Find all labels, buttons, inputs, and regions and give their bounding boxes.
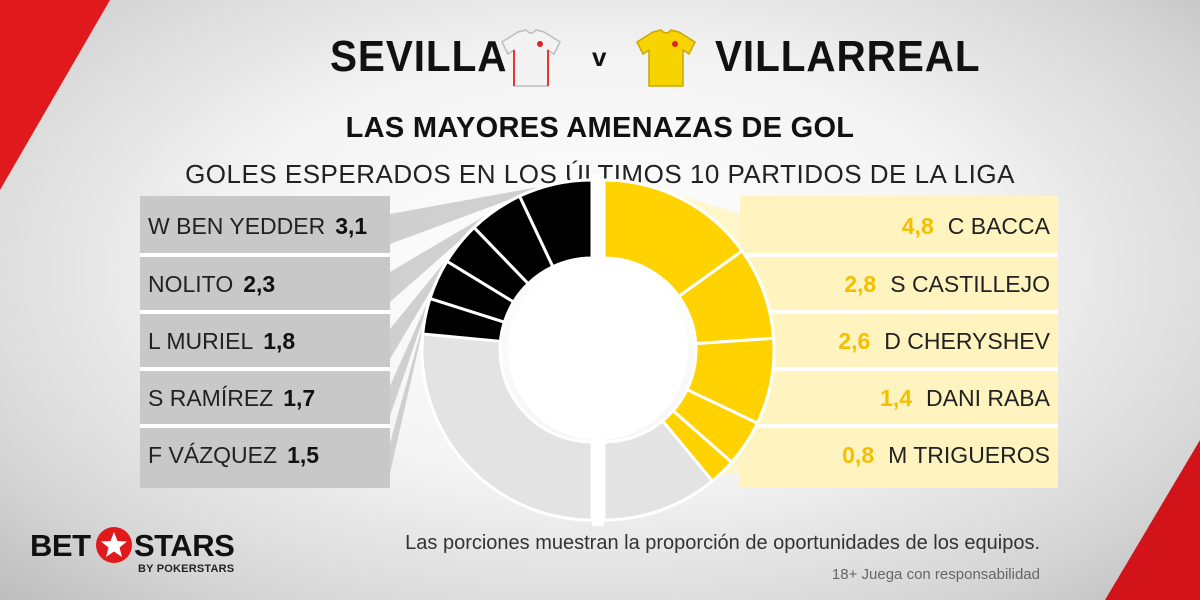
player-name: W BEN YEDDER [148, 212, 326, 239]
player-name: C BACCA [947, 212, 1050, 239]
chart-title: LAS MAYORES AMENAZAS DE GOL [345, 112, 855, 144]
sevilla-player-row: F VÁZQUEZ 1,5 [148, 429, 378, 481]
player-name: L MURIEL [148, 327, 254, 354]
white-shirt-icon [501, 29, 561, 87]
player-xg-value: 1,8 [263, 327, 296, 354]
donut-center-gap [592, 174, 604, 526]
corner-decoration [1105, 440, 1200, 600]
villarreal-player-row: 2,6 D CHERYSHEV [760, 315, 1050, 367]
footnote: Las porciones muestran la proporción de … [405, 532, 1040, 554]
sevilla-player-row: W BEN YEDDER 3,1 [148, 200, 378, 252]
player-xg-value: 3,1 [335, 212, 368, 239]
sevilla-player-row: S RAMÍREZ 1,7 [148, 372, 378, 424]
player-xg-value: 1,5 [287, 441, 320, 468]
villarreal-player-row: 4,8 C BACCA [760, 200, 1050, 252]
player-xg-value: 1,7 [283, 384, 316, 411]
player-name: S CASTILLEJO [890, 270, 1050, 297]
versus-label: v [592, 42, 607, 72]
player-name: NOLITO [148, 270, 234, 297]
yellow-shirt-icon [636, 29, 696, 87]
player-name: F VÁZQUEZ [148, 441, 278, 468]
player-name: M TRIGUEROS [888, 441, 1050, 468]
player-name: D CHERYSHEV [884, 327, 1050, 354]
player-name: DANI RABA [926, 384, 1050, 411]
logo-subtitle: BY POKERSTARS [138, 563, 235, 575]
player-name: S RAMÍREZ [148, 384, 274, 411]
logo-bet-text: BET [30, 528, 91, 563]
slice-leader [659, 189, 740, 244]
disclaimer: 18+ Juega con responsabilidad [831, 566, 1040, 583]
villarreal-panel [740, 196, 1058, 488]
player-xg-value: 1,4 [880, 384, 913, 411]
player-xg-value: 2,6 [838, 327, 871, 354]
logo-stars-text: STARS [134, 528, 235, 563]
match-header: SEVILLA v VILLARREAL [0, 28, 1200, 90]
sevilla-player-row: L MURIEL 1,8 [148, 315, 378, 367]
slice-leader [390, 310, 427, 473]
player-xg-value: 0,8 [842, 441, 875, 468]
villarreal-player-row: 2,8 S CASTILLEJO [760, 258, 1050, 310]
player-xg-value: 2,3 [243, 270, 276, 297]
player-xg-value: 2,8 [844, 270, 877, 297]
villarreal-player-slice [660, 408, 734, 484]
sevilla-player-slice [421, 296, 507, 343]
sevilla-player-row: NOLITO 2,3 [148, 258, 378, 310]
home-team-name: SEVILLA [330, 32, 508, 81]
corner-decoration [0, 0, 110, 190]
villarreal-player-row: 0,8 M TRIGUEROS [760, 429, 1050, 481]
slice-leader [390, 182, 566, 244]
slice-leader [719, 443, 740, 475]
betstars-logo: BET STARS BY POKERSTARS [30, 527, 240, 580]
away-team-name: VILLARREAL [715, 32, 981, 81]
star-icon [96, 527, 132, 563]
villarreal-player-row: 1,4 DANI RABA [760, 372, 1050, 424]
sevilla-panel [140, 196, 390, 488]
player-xg-value: 4,8 [901, 212, 934, 239]
